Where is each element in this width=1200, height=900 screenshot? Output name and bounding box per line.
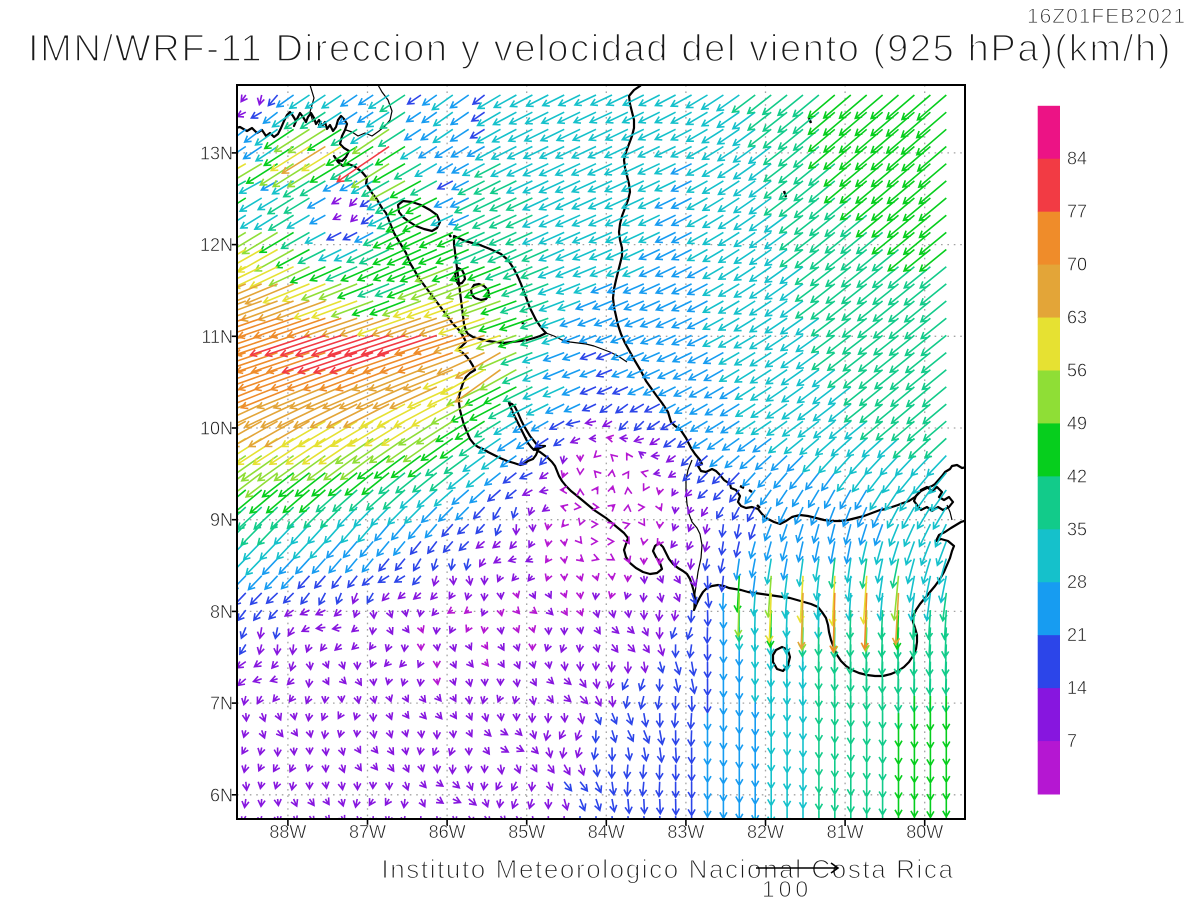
svg-text:7N: 7N — [210, 694, 233, 714]
svg-text:84: 84 — [1067, 149, 1087, 169]
svg-text:56: 56 — [1067, 361, 1087, 381]
svg-text:100: 100 — [762, 876, 812, 900]
svg-text:70: 70 — [1067, 255, 1087, 275]
svg-text:83W: 83W — [667, 822, 704, 842]
svg-text:84W: 84W — [588, 822, 625, 842]
svg-text:9N: 9N — [210, 510, 233, 530]
svg-text:6N: 6N — [210, 785, 233, 805]
svg-text:7: 7 — [1067, 731, 1077, 751]
svg-text:87W: 87W — [349, 822, 386, 842]
svg-text:12N: 12N — [200, 235, 233, 255]
svg-text:28: 28 — [1067, 572, 1087, 592]
svg-text:81W: 81W — [827, 822, 864, 842]
svg-text:10N: 10N — [200, 419, 233, 439]
svg-text:42: 42 — [1067, 466, 1087, 486]
svg-text:85W: 85W — [508, 822, 545, 842]
svg-text:16Z01FEB2021: 16Z01FEB2021 — [1027, 5, 1186, 28]
svg-text:35: 35 — [1067, 519, 1087, 539]
svg-text:80W: 80W — [906, 822, 943, 842]
svg-text:Instituto Meteorologico Nacion: Instituto Meteorologico Nacional Costa R… — [381, 854, 954, 884]
svg-text:63: 63 — [1067, 308, 1087, 328]
svg-text:13N: 13N — [200, 143, 233, 163]
svg-text:21: 21 — [1067, 625, 1087, 645]
svg-text:11N: 11N — [201, 327, 233, 347]
svg-text:8N: 8N — [210, 602, 233, 622]
svg-text:82W: 82W — [747, 822, 784, 842]
svg-text:IMN/WRF-11 Direccion y velocid: IMN/WRF-11 Direccion y velocidad del vie… — [28, 28, 1172, 70]
svg-text:49: 49 — [1067, 413, 1087, 433]
svg-text:14: 14 — [1067, 678, 1087, 698]
svg-text:88W: 88W — [269, 822, 306, 842]
svg-text:86W: 86W — [429, 822, 466, 842]
svg-text:77: 77 — [1067, 202, 1087, 222]
